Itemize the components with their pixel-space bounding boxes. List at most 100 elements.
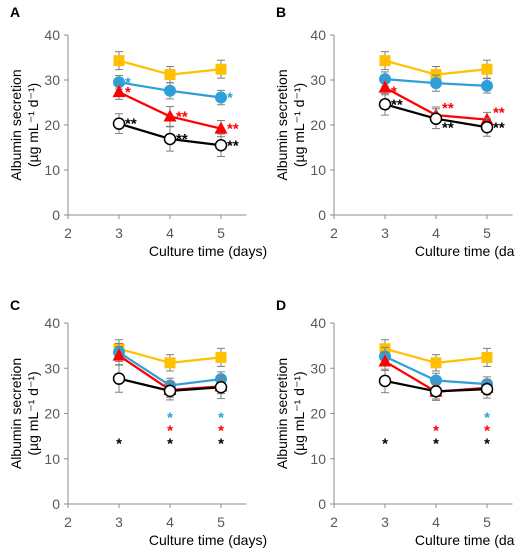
data-point-square bbox=[113, 55, 125, 67]
series-circle bbox=[379, 71, 493, 94]
significance-marker: ** bbox=[493, 104, 505, 121]
y-tick-label: 30 bbox=[310, 360, 326, 376]
significance-marker: ** bbox=[493, 119, 505, 136]
series-square bbox=[113, 339, 227, 372]
data-point-open-circle bbox=[163, 132, 177, 146]
data-point-open-circle bbox=[378, 98, 392, 111]
panel-a: A 0 10 20 30 40 2 3 4 5 Culture time (days) Albumin… bbox=[8, 4, 267, 259]
y-axis-title-line2: (µg mL⁻¹ d⁻¹) bbox=[25, 371, 41, 455]
significance-marker: * bbox=[484, 410, 490, 427]
significance-marker: * bbox=[125, 84, 131, 101]
data-point-circle bbox=[215, 91, 227, 104]
significance-marker: ** bbox=[227, 137, 239, 154]
series-open-circle bbox=[112, 364, 228, 401]
significance-marker: * bbox=[433, 422, 439, 439]
significance-marker: * bbox=[227, 90, 233, 107]
significance-marker: ** bbox=[391, 96, 403, 113]
data-point-open-circle bbox=[163, 384, 177, 398]
y-axis-title-line2: (µg mL⁻¹ d⁻¹) bbox=[291, 371, 307, 455]
data-point-triangle bbox=[112, 85, 126, 98]
data-point-open-circle bbox=[112, 372, 126, 385]
y-tick-label: 40 bbox=[44, 315, 60, 331]
x-axis-title: Culture time (days) bbox=[149, 243, 267, 259]
data-point-circle bbox=[481, 79, 493, 92]
data-point-triangle bbox=[378, 80, 392, 93]
y-tick-label: 20 bbox=[44, 406, 60, 422]
significance-marker: * bbox=[167, 422, 173, 439]
data-point-square bbox=[430, 357, 442, 369]
x-tick-label: 3 bbox=[115, 514, 123, 530]
significance-marker: * bbox=[391, 84, 397, 101]
x-axis-title: Culture time (days) bbox=[415, 243, 515, 259]
y-tick-label: 10 bbox=[44, 162, 60, 178]
x-tick-label: 4 bbox=[166, 514, 174, 530]
series-triangle bbox=[112, 84, 228, 138]
x-tick-label: 3 bbox=[115, 225, 123, 241]
data-point-circle bbox=[379, 73, 391, 86]
data-point-triangle bbox=[163, 109, 177, 122]
data-point-square bbox=[164, 357, 176, 369]
y-axis-title-line1: Albumin secretion bbox=[274, 69, 290, 180]
significance-marker: * bbox=[218, 410, 224, 427]
x-tick-label: 5 bbox=[217, 225, 225, 241]
y-tick-label: 0 bbox=[52, 496, 60, 512]
data-point-triangle bbox=[214, 121, 228, 134]
data-point-square bbox=[215, 351, 227, 363]
panel-label: B bbox=[276, 4, 286, 20]
y-tick-label: 10 bbox=[310, 451, 326, 467]
significance-marker: * bbox=[167, 410, 173, 427]
panel-label: C bbox=[10, 297, 20, 313]
data-point-open-circle bbox=[480, 382, 494, 396]
y-tick-label: 10 bbox=[44, 451, 60, 467]
x-tick-label: 4 bbox=[432, 514, 440, 530]
x-tick-label: 5 bbox=[483, 514, 491, 530]
x-tick-label: 2 bbox=[330, 225, 338, 241]
data-point-circle bbox=[430, 77, 442, 90]
x-tick-label: 3 bbox=[381, 514, 389, 530]
x-tick-label: 5 bbox=[217, 514, 225, 530]
x-tick-label: 2 bbox=[330, 514, 338, 530]
significance-marker: ** bbox=[227, 121, 239, 138]
y-axis-title-line1: Albumin secretion bbox=[8, 358, 24, 469]
significance-marker: ** bbox=[176, 108, 188, 125]
y-tick-label: 20 bbox=[310, 117, 326, 133]
series-square bbox=[113, 51, 227, 84]
significance-marker: * bbox=[218, 422, 224, 439]
y-axis-title-line2: (µg mL⁻¹ d⁻¹) bbox=[291, 83, 307, 167]
significance-marker: ** bbox=[442, 120, 454, 137]
series-open-circle bbox=[112, 113, 228, 157]
panel-d: D 0 10 20 30 40 2 3 4 5 Culture time (days) Albumin… bbox=[274, 297, 515, 548]
y-axis-title-line1: Albumin secretion bbox=[274, 358, 290, 469]
series-open-circle bbox=[378, 368, 494, 401]
y-tick-label: 40 bbox=[310, 27, 326, 43]
data-point-square bbox=[215, 63, 227, 75]
x-tick-label: 4 bbox=[432, 225, 440, 241]
data-point-square bbox=[164, 69, 176, 81]
y-axis-title-line2: (µg mL⁻¹ d⁻¹) bbox=[25, 83, 41, 167]
y-tick-label: 30 bbox=[310, 72, 326, 88]
y-tick-label: 20 bbox=[44, 117, 60, 133]
series-square bbox=[379, 339, 493, 372]
y-axis-title-line1: Albumin secretion bbox=[8, 69, 24, 180]
significance-marker: * bbox=[484, 422, 490, 439]
significance-marker: * bbox=[484, 435, 490, 452]
y-tick-label: 20 bbox=[310, 406, 326, 422]
x-axis-title: Culture time (days) bbox=[415, 532, 515, 548]
y-tick-label: 40 bbox=[44, 27, 60, 43]
data-point-open-circle bbox=[429, 385, 443, 398]
significance-marker: * bbox=[167, 435, 173, 452]
y-tick-label: 30 bbox=[44, 360, 60, 376]
significance-marker: ** bbox=[176, 131, 188, 148]
x-tick-label: 2 bbox=[64, 514, 72, 530]
significance-marker: * bbox=[382, 435, 388, 452]
data-point-square bbox=[481, 351, 493, 363]
x-tick-label: 3 bbox=[381, 225, 389, 241]
y-tick-label: 0 bbox=[318, 207, 326, 223]
x-tick-label: 5 bbox=[483, 225, 491, 241]
data-point-open-circle bbox=[214, 381, 228, 394]
panel-label: D bbox=[276, 297, 286, 313]
data-point-open-circle bbox=[112, 117, 126, 130]
x-tick-label: 4 bbox=[166, 225, 174, 241]
significance-marker: * bbox=[116, 435, 122, 452]
